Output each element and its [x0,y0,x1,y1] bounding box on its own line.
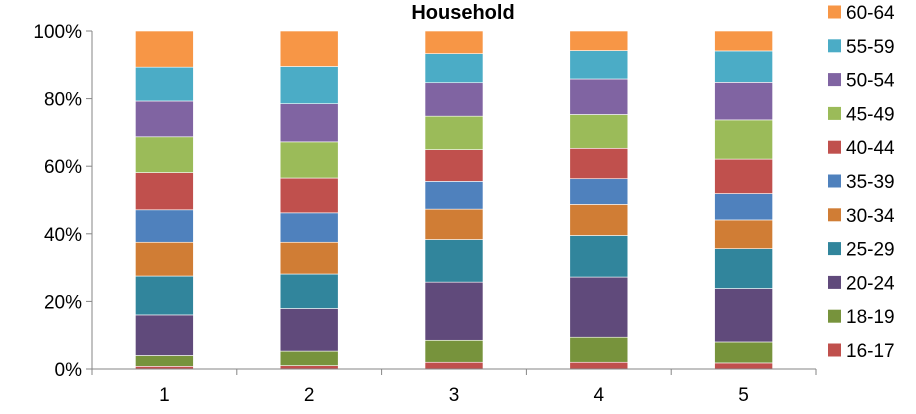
bar-segment-1-40-44 [135,172,194,211]
bar-segment-1-50-54 [135,100,194,138]
y-tick-label: 60% [44,157,82,178]
bar-segment-1-18-19 [135,355,194,367]
bar-segment-4-55-59 [569,50,629,80]
legend-label-35-39: 35-39 [846,172,895,193]
x-tick-label: 2 [304,385,315,406]
legend-label-60-64: 60-64 [846,3,895,24]
legend: 60-64 55-59 50-54 45-49 40-44 35-39 30-34 25-29… [828,3,895,362]
bar-segment-2-55-59 [279,66,339,104]
bar-segment-4-30-34 [569,204,629,236]
bar-segment-5-55-59 [714,50,773,83]
y-tick-label: 20% [44,292,82,313]
x-tick-label: 1 [159,385,170,406]
bar-segment-1-35-39 [135,209,194,243]
bar-segment-3-30-34 [424,208,484,240]
legend-swatch-60-64 [828,5,841,19]
chart-title: Household [411,2,514,24]
bar-segment-5-45-49 [714,119,773,160]
legend-swatch-45-49 [828,106,841,120]
bar-segment-4-35-39 [569,178,629,205]
bar-segment-3-50-54 [424,82,484,117]
bar-segment-2-50-54 [279,103,339,143]
bar-segment-5-40-44 [714,158,773,194]
y-tick-label: 100% [33,22,82,43]
bar-segment-2-16-17 [279,365,339,370]
bar-segment-2-45-49 [279,141,339,179]
bar-segment-1-30-34 [135,241,194,277]
bar-segment-1-45-49 [135,136,194,173]
bar-segment-5-16-17 [714,362,773,370]
bar-segment-4-50-54 [569,78,629,115]
legend-swatch-50-54 [828,73,841,87]
bar-segment-3-25-29 [424,239,484,283]
legend-label-20-24: 20-24 [846,273,895,294]
legend-swatch-40-44 [828,140,841,154]
bar-segment-4-60-64 [569,30,629,51]
bar-segment-1-55-59 [135,66,194,102]
bar-segment-3-40-44 [424,149,484,182]
bar-segment-2-20-24 [279,308,339,352]
legend-label-18-19: 18-19 [846,307,895,328]
legend-swatch-35-39 [828,174,841,188]
x-tick-label: 4 [594,385,605,406]
bar-segment-2-18-19 [279,350,339,366]
legend-swatch-20-24 [828,275,841,289]
y-tick-label: 80% [44,90,82,111]
bar-segment-1-20-24 [135,314,194,356]
legend-swatch-18-19 [828,309,841,323]
y-tick-label: 40% [44,225,82,246]
legend-swatch-55-59 [828,39,841,53]
legend-swatch-30-34 [828,208,841,222]
bar-segment-4-20-24 [569,276,629,338]
bar-segment-2-30-34 [279,241,339,275]
legend-label-40-44: 40-44 [846,138,895,159]
bar-segment-2-35-39 [279,212,339,243]
bar-segment-3-45-49 [424,115,484,150]
legend-swatch-16-17 [828,343,841,357]
bar-segment-5-18-19 [714,341,773,364]
bar-segment-4-40-44 [569,147,629,180]
bar-segment-2-25-29 [279,273,339,309]
bar-segment-4-18-19 [569,336,629,363]
bar-segment-5-50-54 [714,82,773,121]
bar-segment-5-35-39 [714,193,773,221]
bar-segment-4-16-17 [569,361,629,370]
bar-segment-5-20-24 [714,288,773,343]
bar-segment-3-18-19 [424,339,484,363]
bar-segment-3-35-39 [424,181,484,210]
bar-segment-4-45-49 [569,114,629,149]
bar-segment-4-25-29 [569,235,629,278]
bars-layer [135,30,773,370]
bar-segment-5-60-64 [714,30,773,52]
y-tick-label: 0% [55,360,83,381]
legend-label-30-34: 30-34 [846,206,895,227]
bar-segment-5-25-29 [714,248,773,289]
axes-layer: 0% 20% 40% 60% 80% 100% 1 2 3 4 5 [33,22,817,406]
bar-segment-3-16-17 [424,361,484,370]
bar-segment-1-25-29 [135,275,194,316]
legend-label-55-59: 55-59 [846,37,895,58]
legend-label-45-49: 45-49 [846,104,895,125]
bar-segment-3-20-24 [424,281,484,341]
legend-label-25-29: 25-29 [846,240,895,261]
x-tick-label: 3 [449,385,460,406]
bar-segment-1-60-64 [135,30,194,68]
x-tick-label: 5 [738,385,749,406]
legend-label-50-54: 50-54 [846,71,895,92]
legend-swatch-25-29 [828,242,841,256]
legend-label-16-17: 16-17 [846,341,895,362]
bar-segment-2-40-44 [279,177,339,214]
bar-segment-2-60-64 [279,30,339,67]
bar-segment-3-55-59 [424,53,484,84]
bar-segment-5-30-34 [714,219,773,249]
bar-segment-3-60-64 [424,30,484,54]
